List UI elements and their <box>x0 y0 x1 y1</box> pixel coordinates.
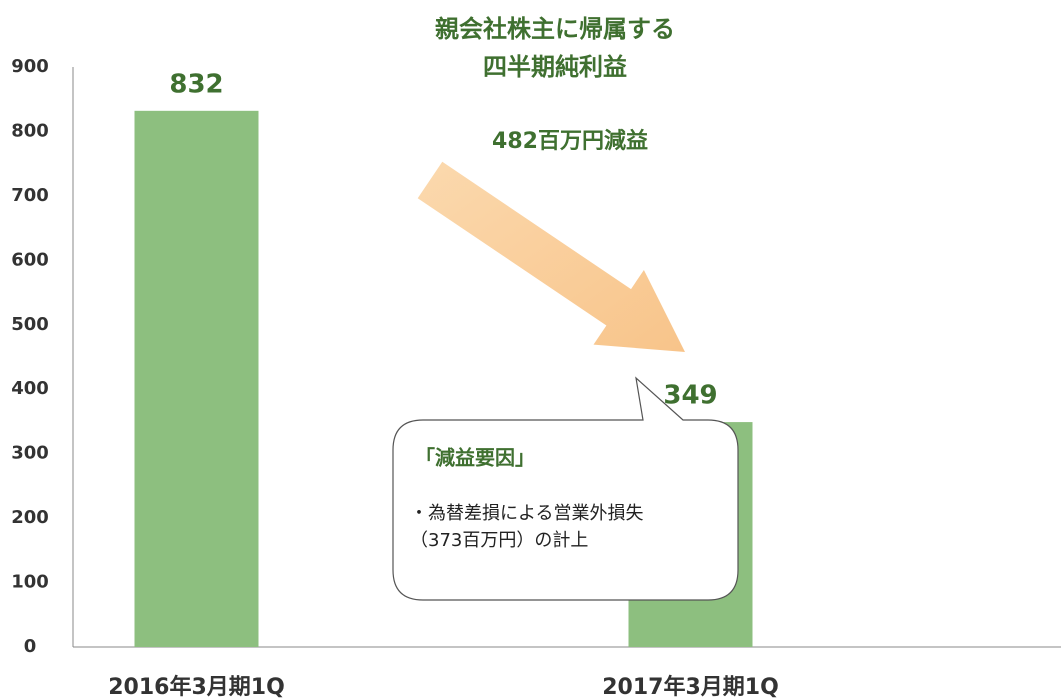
y-tick-label: 500 <box>11 314 49 335</box>
callout-box <box>392 376 739 601</box>
callout-text: （373百万円）の計上 <box>410 530 588 551</box>
value-label: 832 <box>169 69 223 99</box>
y-tick-label: 300 <box>11 443 49 464</box>
x-tick-label: 2017年3月期1Q <box>602 674 779 700</box>
y-tick-label: 100 <box>11 572 49 593</box>
y-tick-label: 700 <box>11 185 49 206</box>
change-annotation: 482百万円減益 <box>492 128 648 154</box>
decrease-arrow <box>417 161 685 352</box>
y-tick-label: 0 <box>24 636 37 657</box>
callout-title: 「減益要因」 <box>415 446 535 470</box>
chart-title: 四半期純利益 <box>483 53 627 81</box>
y-tick-label: 600 <box>11 249 49 270</box>
y-tick-label: 800 <box>11 120 49 141</box>
y-tick-label: 400 <box>11 378 49 399</box>
x-tick-label: 2016年3月期1Q <box>108 674 285 700</box>
bar <box>134 110 259 648</box>
y-tick-label: 900 <box>11 56 49 77</box>
callout-text: ・為替差損による営業外損失 <box>410 503 643 524</box>
y-tick-label: 200 <box>11 507 49 528</box>
chart-title: 親会社株主に帰属する <box>435 15 675 43</box>
value-label: 349 <box>663 381 717 411</box>
